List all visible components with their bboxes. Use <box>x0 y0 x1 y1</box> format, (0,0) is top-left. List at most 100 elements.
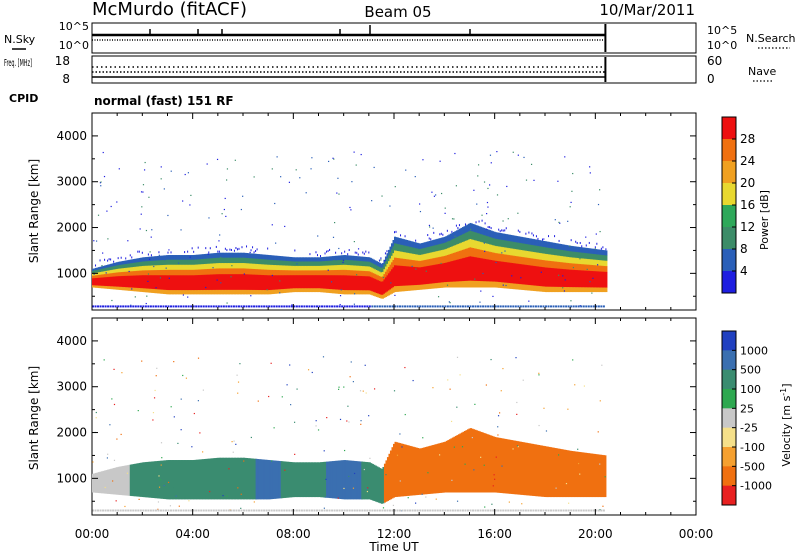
velocity-ground-echo <box>119 509 122 512</box>
power-echo-cell <box>295 257 298 262</box>
velocity-echo-cell <box>332 461 335 499</box>
velocity-ground-echo <box>215 509 218 512</box>
power-echo-cell <box>433 258 436 266</box>
power-echo-cell <box>480 234 483 243</box>
velocity-scatter-point <box>399 480 401 482</box>
velocity-scatter-point <box>154 389 156 392</box>
power-echo-cell <box>389 252 392 259</box>
velocity-scatter-point <box>95 417 97 419</box>
velocity-scatter-point <box>555 487 557 489</box>
velocity-echo-cell <box>451 437 454 493</box>
power-echo-cell <box>279 260 282 266</box>
power-echo-cell <box>338 255 341 261</box>
power-ground-echo <box>361 305 364 308</box>
power-echo-cell <box>590 287 593 293</box>
velocity-echo-cell <box>489 435 492 493</box>
power-echo-cell <box>590 259 593 266</box>
velocity-ground-echo <box>419 509 422 512</box>
power-ground-echo <box>122 305 125 308</box>
power-echo-cell <box>526 250 529 259</box>
power-ground-echo <box>313 305 316 308</box>
power-echo-cell <box>212 258 215 264</box>
power-echo-cell <box>368 290 371 295</box>
power-echo-cell <box>273 275 276 291</box>
power-echo-cell <box>475 248 478 258</box>
power-echo-cell <box>461 227 464 235</box>
power-echo-cell <box>377 270 380 276</box>
velocity-echo-cell <box>543 446 547 497</box>
power-colorbar-band <box>722 117 736 140</box>
power-echo-cell <box>363 276 366 291</box>
power-scatter-point <box>464 223 466 226</box>
power-scatter-point <box>206 163 208 165</box>
power-echo-cell <box>525 284 528 291</box>
power-echo-cell <box>590 253 593 260</box>
velocity-echo-cell <box>119 466 122 495</box>
power-echo-cell <box>279 270 282 276</box>
power-echo-cell <box>474 248 477 258</box>
power-echo-cell <box>217 268 220 275</box>
power-echo-cell <box>487 243 490 252</box>
power-echo-cell <box>398 244 401 252</box>
power-echo-cell <box>303 288 306 293</box>
velocity-ground-echo <box>147 509 150 512</box>
power-echo-cell <box>471 280 474 288</box>
power-scatter-point <box>191 247 193 250</box>
velocity-echo-cell <box>568 450 571 498</box>
power-echo-cell <box>472 248 475 258</box>
power-echo-cell <box>463 226 466 234</box>
power-echo-cell <box>392 246 395 254</box>
power-echo-cell <box>507 262 510 284</box>
power-echo-cell <box>406 259 409 267</box>
power-echo-cell <box>324 270 327 276</box>
power-scatter-point <box>220 282 222 284</box>
power-echo-cell <box>584 247 587 254</box>
power-echo-cell <box>440 282 443 288</box>
velocity-ground-echo <box>474 509 477 512</box>
power-echo-cell <box>256 263 259 270</box>
power-echo-cell <box>605 271 608 288</box>
power-echo-cell <box>584 258 587 265</box>
power-echo-cell <box>480 241 483 251</box>
power-ground-echo <box>112 305 115 308</box>
velocity-echo-cell <box>120 466 123 496</box>
power-echo-cell <box>600 260 603 267</box>
power-echo-cell <box>286 270 289 276</box>
power-echo-cell <box>357 265 360 272</box>
power-scatter-point <box>514 245 516 248</box>
power-ground-echo <box>162 305 165 308</box>
velocity-echo-cell <box>165 460 169 500</box>
velocity-echo-cell <box>429 445 432 494</box>
power-echo-cell <box>489 230 492 238</box>
velocity-echo-cell <box>471 428 474 493</box>
power-echo-cell <box>502 261 505 283</box>
power-scatter-point <box>389 205 391 207</box>
velocity-echo-cell <box>430 445 433 494</box>
power-echo-cell <box>605 287 608 293</box>
power-scatter-point <box>489 226 491 229</box>
power-echo-cell <box>315 265 318 271</box>
power-echo-cell <box>567 262 570 270</box>
power-echo-cell <box>398 258 401 267</box>
velocity-ground-echo <box>381 509 384 512</box>
power-scatter-point <box>506 185 508 188</box>
power-echo-cell <box>501 253 504 262</box>
power-echo-cell <box>170 275 173 291</box>
power-echo-cell <box>243 257 246 264</box>
power-scatter-point <box>362 251 364 254</box>
power-ground-echo <box>164 305 167 308</box>
power-echo-cell <box>144 288 147 293</box>
velocity-echo-cell <box>501 438 504 494</box>
power-echo-cell <box>249 268 252 275</box>
velocity-echo-cell <box>286 461 289 498</box>
velocity-echo-cell <box>335 460 338 499</box>
power-scatter-point <box>230 276 232 278</box>
power-echo-cell <box>220 268 223 275</box>
power-echo-cell <box>262 269 265 276</box>
power-echo-cell <box>342 259 345 266</box>
power-ground-echo <box>406 305 409 308</box>
power-scatter-point <box>187 296 189 298</box>
power-echo-cell <box>323 288 326 293</box>
power-echo-cell <box>211 274 214 291</box>
power-echo-cell <box>167 269 170 276</box>
